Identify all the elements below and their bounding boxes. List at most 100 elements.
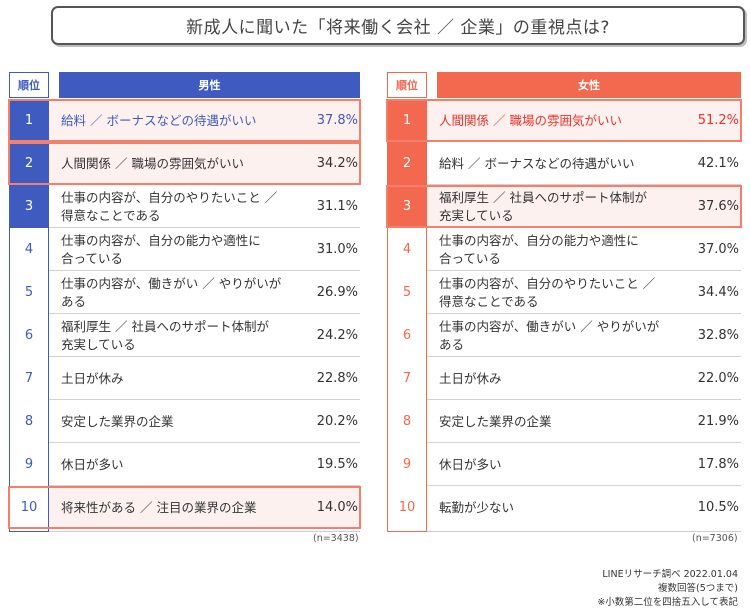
rank-label: 給料 ／ ボーナスなどの待遇がいい — [61, 112, 257, 128]
row-divider — [427, 270, 741, 271]
female-rank-row-10: 10 転勤が少ない 10.5% — [387, 486, 741, 529]
rank-number: 8 — [24, 414, 34, 429]
source-note: LINEリサーチ調べ 2022.01.04 複数回答(5つまで) ※小数第二位を… — [597, 568, 738, 610]
male-sample-size: (n=3438) — [313, 533, 359, 544]
rank-label: 仕事の内容が、自分のやりたいこと ／得意なことである — [439, 275, 656, 309]
rank-number: 7 — [24, 371, 34, 386]
male-rank-row-5: 5 仕事の内容が、働きがい ／ やりがいがある 26.9% — [9, 271, 360, 314]
rank-label: 仕事の内容が、自分の能力や適性に 合っている — [61, 232, 261, 266]
rank-value: 10.5% — [697, 500, 739, 515]
rank-label: 人間関係 ／ 職場の雰囲気がいい — [439, 112, 622, 128]
female-rank-row-1: 1 人間関係 ／ 職場の雰囲気がいい 51.2% — [387, 99, 741, 142]
rank-number: 2 — [387, 142, 427, 185]
rank-label: 将来性がある ／ 注目の業界の企業 — [61, 499, 257, 515]
row-divider — [49, 356, 360, 357]
rank-value: 51.2% — [697, 113, 739, 128]
rank-value: 37.8% — [316, 113, 358, 128]
row-divider — [49, 313, 360, 314]
rank-value: 37.6% — [697, 199, 739, 214]
rank-number: 9 — [24, 457, 34, 472]
row-divider — [49, 485, 360, 486]
rank-value: 22.8% — [316, 371, 358, 386]
rank-label: 福利厚生 ／ 社員へのサポート体制が 充実している — [439, 189, 647, 223]
row-divider — [427, 442, 741, 443]
rank-label: 安定した業界の企業 — [439, 413, 552, 429]
rank-value: 26.9% — [316, 285, 358, 300]
row-divider — [427, 184, 741, 185]
rank-value: 19.5% — [316, 457, 358, 472]
rank-label: 人間関係 ／ 職場の雰囲気がいい — [61, 155, 244, 171]
rank-value: 21.9% — [697, 414, 739, 429]
rank-number: 4 — [402, 242, 412, 257]
rank-value: 17.8% — [697, 457, 739, 472]
male-rank-row-4: 4 仕事の内容が、自分の能力や適性に 合っている 31.0% — [9, 228, 360, 271]
female-rank-row-8: 8 安定した業界の企業 21.9% — [387, 400, 741, 443]
rank-number: 9 — [402, 457, 412, 472]
rank-value: 20.2% — [316, 414, 358, 429]
rank-label: 休日が多い — [61, 456, 124, 472]
answer-type-note: 複数回答(5つまで) — [658, 583, 738, 594]
rounding-note: ※小数第二位を四捨五入して表記 — [597, 597, 738, 608]
row-divider — [427, 313, 741, 314]
rank-number: 6 — [402, 328, 412, 343]
rank-number: 3 — [9, 185, 49, 228]
row-divider — [49, 442, 360, 443]
female-rank-row-7: 7 土日が休み 22.0% — [387, 357, 741, 400]
female-rank-row-4: 4 仕事の内容が、自分の能力や適性に 合っている 37.0% — [387, 228, 741, 271]
rank-value: 24.2% — [316, 328, 358, 343]
female-rank-row-6: 6 仕事の内容が、働きがい ／ やりがいがある 32.8% — [387, 314, 741, 357]
rank-value: 31.0% — [316, 242, 358, 257]
female-rank-header: 順位 — [387, 72, 427, 98]
rank-label: 仕事の内容が、自分の能力や適性に 合っている — [439, 232, 639, 266]
male-table: 1 給料 ／ ボーナスなどの待遇がいい 37.8% 2 人間関係 ／ 職場の雰囲気がいい… — [8, 99, 361, 532]
row-divider — [427, 399, 741, 400]
rank-number: 2 — [9, 142, 49, 185]
male-rank-row-7: 7 土日が休み 22.8% — [9, 357, 360, 400]
male-header: 順位 男性 — [9, 72, 360, 98]
female-rank-row-5: 5 仕事の内容が、自分のやりたいこと ／得意なことである 34.4% — [387, 271, 741, 314]
rank-value: 34.2% — [316, 156, 358, 171]
rank-number: 5 — [402, 285, 412, 300]
rank-value: 22.0% — [697, 371, 739, 386]
rank-value: 34.4% — [697, 285, 739, 300]
female-rank-row-2: 2 給料 ／ ボーナスなどの待遇がいい 42.1% — [387, 142, 741, 185]
male-column-header: 男性 — [59, 72, 360, 98]
rank-label: 給料 ／ ボーナスなどの待遇がいい — [439, 155, 635, 171]
male-rank-row-1: 1 給料 ／ ボーナスなどの待遇がいい 37.8% — [9, 99, 360, 142]
female-sample-size: (n=7306) — [692, 533, 738, 544]
male-rank-row-6: 6 福利厚生 ／ 社員へのサポート体制が 充実している 24.2% — [9, 314, 360, 357]
male-rank-row-3: 3 仕事の内容が、自分のやりたいこと ／得意なことである 31.1% — [9, 185, 360, 228]
female-table: 1 人間関係 ／ 職場の雰囲気がいい 51.2% 2 給料 ／ ボーナスなどの待遇がいい… — [386, 99, 742, 532]
rank-number: 5 — [24, 285, 34, 300]
rank-value: 32.8% — [697, 328, 739, 343]
female-ranking-panel: 順位 女性 1 人間関係 ／ 職場の雰囲気がいい 51.2% 2 給料 ／ ボーナスなど… — [386, 72, 742, 532]
male-rank-row-10: 10 将来性がある ／ 注目の業界の企業 14.0% — [9, 486, 360, 529]
rank-label: 仕事の内容が、自分のやりたいこと ／得意なことである — [61, 189, 278, 223]
rank-number: 8 — [402, 414, 412, 429]
rank-number: 3 — [387, 185, 427, 228]
rank-label: 土日が休み — [61, 370, 124, 386]
row-divider — [49, 270, 360, 271]
source-line: LINEリサーチ調べ 2022.01.04 — [602, 569, 738, 580]
rank-label: 安定した業界の企業 — [61, 413, 174, 429]
rank-number: 4 — [24, 242, 34, 257]
female-rank-row-3: 3 福利厚生 ／ 社員へのサポート体制が 充実している 37.6% — [387, 185, 741, 228]
row-divider — [427, 485, 741, 486]
rank-label: 土日が休み — [439, 370, 502, 386]
rank-value: 37.0% — [697, 242, 739, 257]
rank-number: 10 — [398, 500, 416, 515]
rank-value: 14.0% — [316, 500, 358, 515]
female-column-header: 女性 — [437, 72, 741, 98]
row-divider — [49, 227, 360, 228]
male-ranking-panel: 順位 男性 1 給料 ／ ボーナスなどの待遇がいい 37.8% 2 人間関係 ／ 職場の… — [8, 72, 361, 532]
rank-number: 10 — [20, 500, 38, 515]
male-rank-row-9: 9 休日が多い 19.5% — [9, 443, 360, 486]
rank-value: 31.1% — [316, 199, 358, 214]
row-divider — [427, 356, 741, 357]
male-rank-row-2: 2 人間関係 ／ 職場の雰囲気がいい 34.2% — [9, 142, 360, 185]
rank-value: 42.1% — [697, 156, 739, 171]
male-rank-header: 順位 — [9, 72, 49, 98]
rank-number: 1 — [9, 99, 49, 142]
rank-label: 休日が多い — [439, 456, 502, 472]
rank-label: 仕事の内容が、働きがい ／ やりがいがある — [61, 275, 282, 309]
